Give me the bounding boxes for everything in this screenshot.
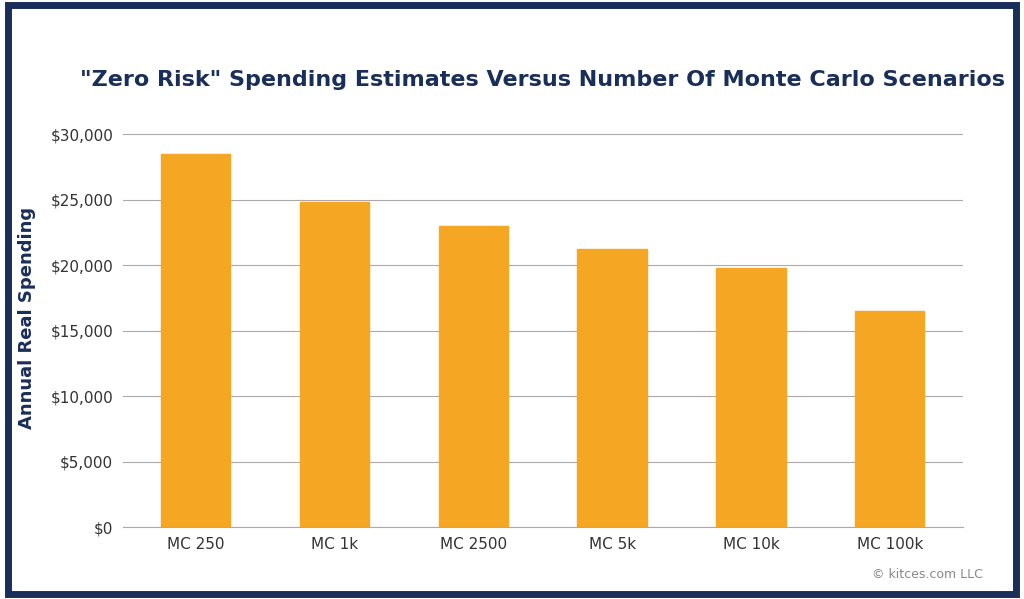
Bar [578,249,647,527]
Bar [300,202,370,527]
Y-axis label: Annual Real Spending: Annual Real Spending [18,207,37,428]
Bar [855,311,925,527]
Title: "Zero Risk" Spending Estimates Versus Number Of Monte Carlo Scenarios: "Zero Risk" Spending Estimates Versus Nu… [80,69,1006,90]
Bar [716,268,785,527]
Bar [438,226,508,527]
Bar [161,154,230,527]
Text: © kitces.com LLC: © kitces.com LLC [872,568,983,581]
